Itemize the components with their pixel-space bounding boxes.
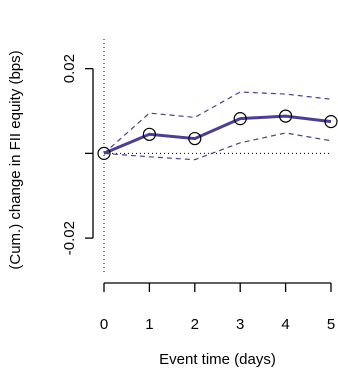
x-tick-label: 3 — [236, 316, 244, 333]
upper-band-line — [103, 91, 332, 154]
data-point-marker — [324, 115, 338, 129]
estimate-markers — [97, 109, 338, 160]
confidence-bands — [103, 91, 332, 161]
estimate-series — [103, 114, 332, 155]
lower-band-line — [103, 132, 332, 161]
x-tick-label: 2 — [191, 316, 199, 333]
x-tick-label: 1 — [145, 316, 153, 333]
y-tick-label: 0.02 — [61, 54, 78, 83]
data-point-marker — [142, 127, 156, 141]
y-axis: -0.02 0.02 — [61, 54, 94, 255]
data-point-marker — [279, 109, 293, 123]
estimate-line — [103, 114, 332, 155]
x-tick-label: 5 — [327, 316, 335, 333]
data-point-marker — [97, 146, 111, 160]
reference-lines — [103, 39, 331, 272]
x-axis: 0 1 2 3 4 5 — [100, 282, 335, 333]
data-point-marker — [188, 131, 202, 146]
x-tick-label: 4 — [281, 316, 289, 333]
data-point-marker — [233, 112, 247, 126]
y-axis-title: (Cum.) change in FII equity (bps) — [7, 50, 24, 269]
x-axis-title: Event time (days) — [159, 351, 276, 368]
y-tick-label: -0.02 — [61, 221, 78, 255]
x-tick-label: 0 — [100, 316, 108, 333]
